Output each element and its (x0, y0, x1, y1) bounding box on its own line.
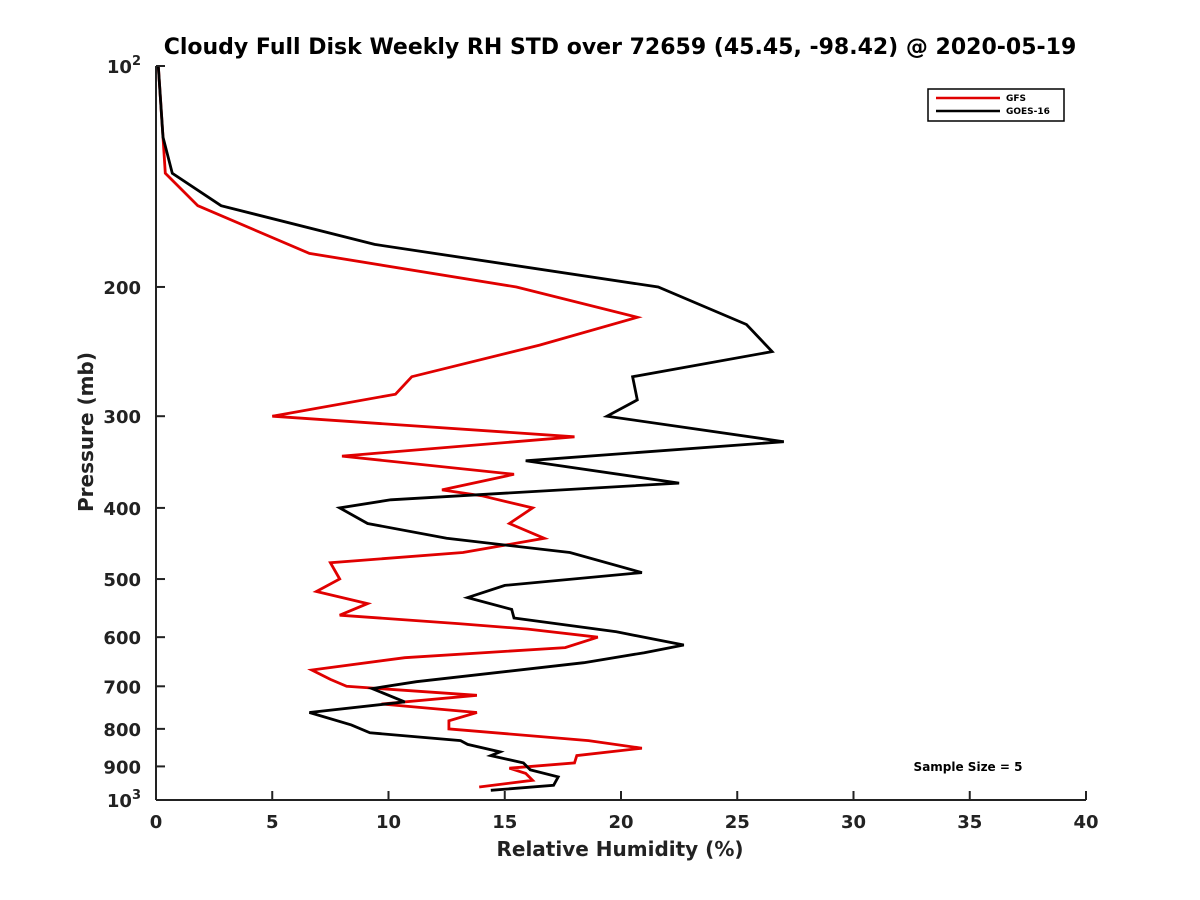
legend-box (927, 88, 1065, 122)
y-tick-label-base: 900 (103, 757, 141, 778)
series-line-goes-16 (156, 65, 784, 792)
y-tick-label-base: 800 (103, 720, 141, 741)
x-axis-label: Relative Humidity (%) (496, 837, 743, 861)
x-tick-label: 15 (492, 812, 517, 833)
x-tick-label: 0 (150, 812, 163, 833)
plot-area: 0 5 10 15 20 25 30 35 40102200300400500600700800… (103, 54, 1098, 833)
y-tick-label-base: 200 (103, 278, 141, 299)
y-tick-label-base: 10 (107, 57, 132, 78)
y-tick-label: 400 (103, 499, 141, 520)
y-tick-label: 103 (107, 788, 141, 812)
y-tick-label: 600 (103, 628, 141, 649)
legend-label-gfs: GFS (1006, 94, 1026, 104)
y-tick-label-base: 400 (103, 499, 141, 520)
y-tick-label: 102 (107, 54, 141, 78)
x-tick-label: 5 (266, 812, 279, 833)
sample-size-annotation: Sample Size = 5 (914, 760, 1023, 774)
y-tick-label-exponent: 2 (132, 54, 141, 69)
y-tick-label-base: 500 (103, 570, 141, 591)
y-tick-label-base: 10 (107, 791, 132, 812)
y-tick-label: 900 (103, 757, 141, 778)
x-tick-label: 30 (841, 812, 866, 833)
y-tick-label: 800 (103, 720, 141, 741)
x-tick-label: 35 (957, 812, 982, 833)
y-tick-label: 300 (103, 407, 141, 428)
y-tick-label: 500 (103, 570, 141, 591)
legend-label-goes-16: GOES-16 (1006, 107, 1050, 117)
y-tick-label: 700 (103, 677, 141, 698)
x-tick-label: 25 (725, 812, 750, 833)
y-axis-label: Pressure (mb) (74, 352, 98, 512)
x-tick-label: 40 (1073, 812, 1098, 833)
chart-title: Cloudy Full Disk Weekly RH STD over 7265… (164, 35, 1077, 60)
legend: GFS GOES-16 (927, 88, 1065, 122)
series-line-gfs (156, 65, 643, 789)
y-tick-label-base: 700 (103, 677, 141, 698)
x-tick-label: 10 (376, 812, 401, 833)
y-tick-label-exponent: 3 (132, 788, 141, 803)
y-tick-label-base: 300 (103, 407, 141, 428)
y-tick-label-base: 600 (103, 628, 141, 649)
y-tick-label: 200 (103, 278, 141, 299)
x-tick-label: 20 (608, 812, 633, 833)
